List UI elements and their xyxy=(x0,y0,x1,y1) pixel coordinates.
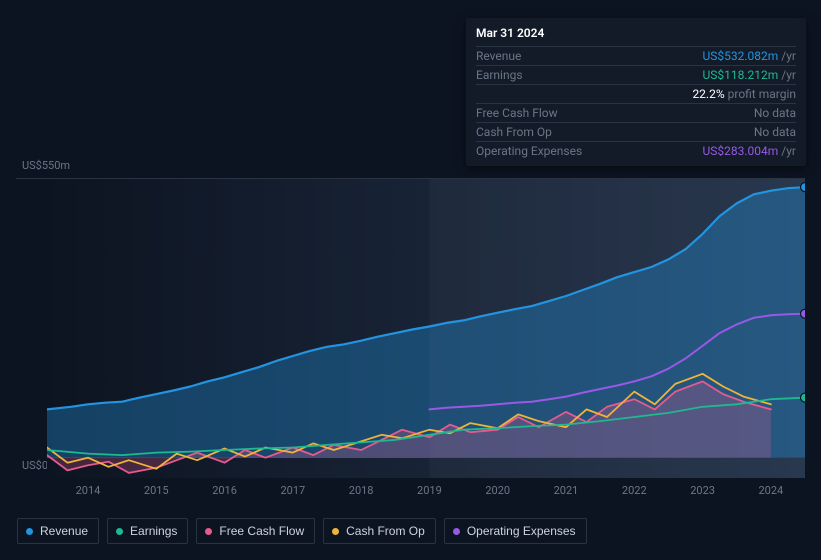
y-axis-label-bottom: US$0 xyxy=(22,459,48,472)
legend-dot-icon xyxy=(116,528,123,535)
legend-item-earnings[interactable]: Earnings xyxy=(107,518,188,544)
tooltip-suffix: /yr xyxy=(781,68,796,82)
tooltip-suffix: profit margin xyxy=(728,87,796,101)
x-axis-tick: 2021 xyxy=(565,484,566,497)
legend-item-cfo[interactable]: Cash From Op xyxy=(323,518,436,544)
legend-item-fcf[interactable]: Free Cash Flow xyxy=(196,518,315,544)
legend-dot-icon xyxy=(453,528,460,535)
x-axis-tick: 2020 xyxy=(497,484,498,497)
y-axis-label-top: US$550m xyxy=(22,159,70,172)
legend-label: Revenue xyxy=(40,524,88,538)
x-axis-tick: 2019 xyxy=(429,484,430,497)
legend-dot-icon xyxy=(205,528,212,535)
x-axis-tick: 2015 xyxy=(156,484,157,497)
tooltip-amount: US$532.082m xyxy=(702,49,778,63)
tooltip-value: US$532.082m/yr xyxy=(702,49,796,63)
legend-label: Operating Expenses xyxy=(467,524,576,538)
tooltip-row-fcf: Free Cash Flow No data xyxy=(476,104,796,123)
x-axis-tick: 2016 xyxy=(224,484,225,497)
x-axis-tick: 2018 xyxy=(361,484,362,497)
tooltip-percent: 22.2% xyxy=(692,87,724,101)
tooltip-date: Mar 31 2024 xyxy=(476,24,796,47)
tooltip-row-cfo: Cash From Op No data xyxy=(476,123,796,142)
chart-plot[interactable] xyxy=(47,178,805,478)
tooltip-panel: Mar 31 2024 Revenue US$532.082m/yr Earni… xyxy=(466,18,806,166)
x-axis-tick: 2023 xyxy=(702,484,703,497)
tooltip-nodata: No data xyxy=(754,106,796,120)
tooltip-value: US$118.212m/yr xyxy=(702,68,796,82)
legend-item-revenue[interactable]: Revenue xyxy=(17,518,99,544)
tooltip-row-revenue: Revenue US$532.082m/yr xyxy=(476,47,796,66)
tooltip-label: Earnings xyxy=(476,68,591,82)
tooltip-label: Cash From Op xyxy=(476,125,591,139)
legend-label: Earnings xyxy=(130,524,177,538)
tooltip-amount: US$283.004m xyxy=(702,144,778,158)
x-axis-tick: 2014 xyxy=(87,484,88,497)
chart-container: Mar 31 2024 Revenue US$532.082m/yr Earni… xyxy=(0,0,821,560)
legend-dot-icon xyxy=(26,528,33,535)
legend-label: Free Cash Flow xyxy=(219,524,304,538)
tooltip-nodata: No data xyxy=(754,125,796,139)
tooltip-label: Free Cash Flow xyxy=(476,106,591,120)
x-axis-tick: 2022 xyxy=(634,484,635,497)
gridline-top xyxy=(16,178,805,179)
tooltip-row-earnings: Earnings US$118.212m/yr xyxy=(476,66,796,85)
tooltip-row-opex: Operating Expenses US$283.004m/yr xyxy=(476,142,796,160)
legend-label: Cash From Op xyxy=(346,524,425,538)
tooltip-value: 22.2% profit margin xyxy=(692,87,796,101)
x-axis-tick: 2017 xyxy=(292,484,293,497)
tooltip-value: US$283.004m/yr xyxy=(702,144,796,158)
legend-item-opex[interactable]: Operating Expenses xyxy=(444,518,587,544)
tooltip-suffix: /yr xyxy=(781,144,796,158)
legend-dot-icon xyxy=(332,528,339,535)
tooltip-amount: US$118.212m xyxy=(702,68,778,82)
tooltip-suffix: /yr xyxy=(781,49,796,63)
tooltip-row-profit-margin: 22.2% profit margin xyxy=(476,85,796,104)
tooltip-label: Operating Expenses xyxy=(476,144,591,158)
legend: Revenue Earnings Free Cash Flow Cash From O… xyxy=(17,518,587,544)
x-axis-tick: 2024 xyxy=(770,484,771,497)
tooltip-label: Revenue xyxy=(476,49,591,63)
